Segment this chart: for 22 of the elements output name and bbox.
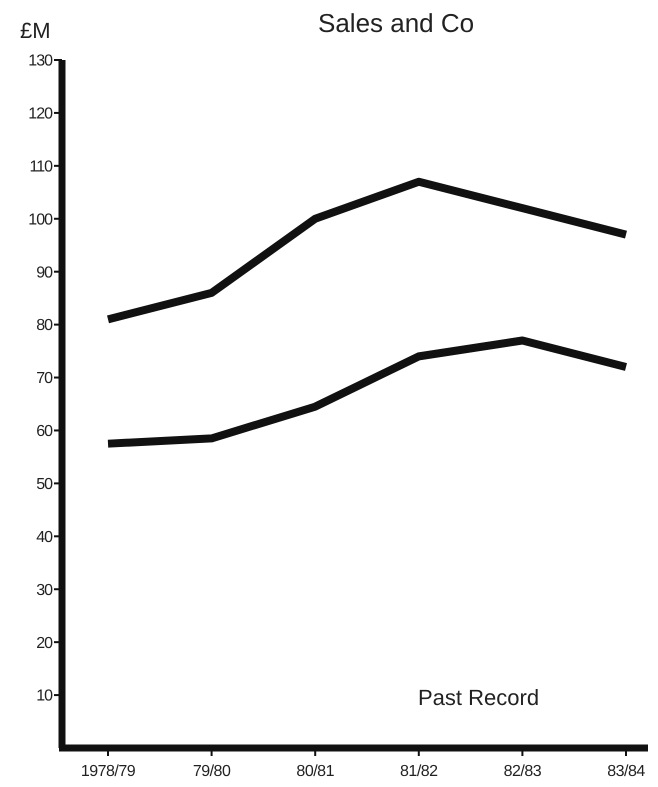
chart-title: Sales and Co — [318, 8, 474, 38]
x-tick-label: 82/83 — [504, 763, 542, 780]
y-tick-label: 40 — [36, 528, 54, 546]
y-tick-label: 30 — [36, 582, 54, 599]
y-tick-label: 110 — [29, 158, 54, 176]
y-tick-label: 100 — [28, 211, 54, 228]
y-tick-label: 50 — [36, 476, 54, 493]
y-tick-label: 80 — [36, 317, 54, 334]
x-tick-label: 83/84 — [607, 763, 646, 780]
x-tick-label: 81/82 — [400, 763, 438, 780]
annotation: Past Record — [418, 685, 540, 710]
y-axis-title: £M — [20, 18, 51, 43]
y-tick-label: 70 — [36, 370, 54, 388]
y-tick-label: 90 — [36, 264, 54, 282]
y-tick-label: 20 — [36, 634, 54, 652]
y-tick-label: 120 — [28, 106, 54, 123]
x-tick-label: 1978/79 — [80, 763, 136, 780]
y-tick-label: 60 — [36, 423, 54, 440]
x-tick-label: 79/80 — [192, 763, 231, 780]
x-tick-label: 80/81 — [296, 763, 335, 780]
y-tick-label: 130 — [28, 52, 54, 70]
y-tick-label: 10 — [36, 688, 54, 705]
